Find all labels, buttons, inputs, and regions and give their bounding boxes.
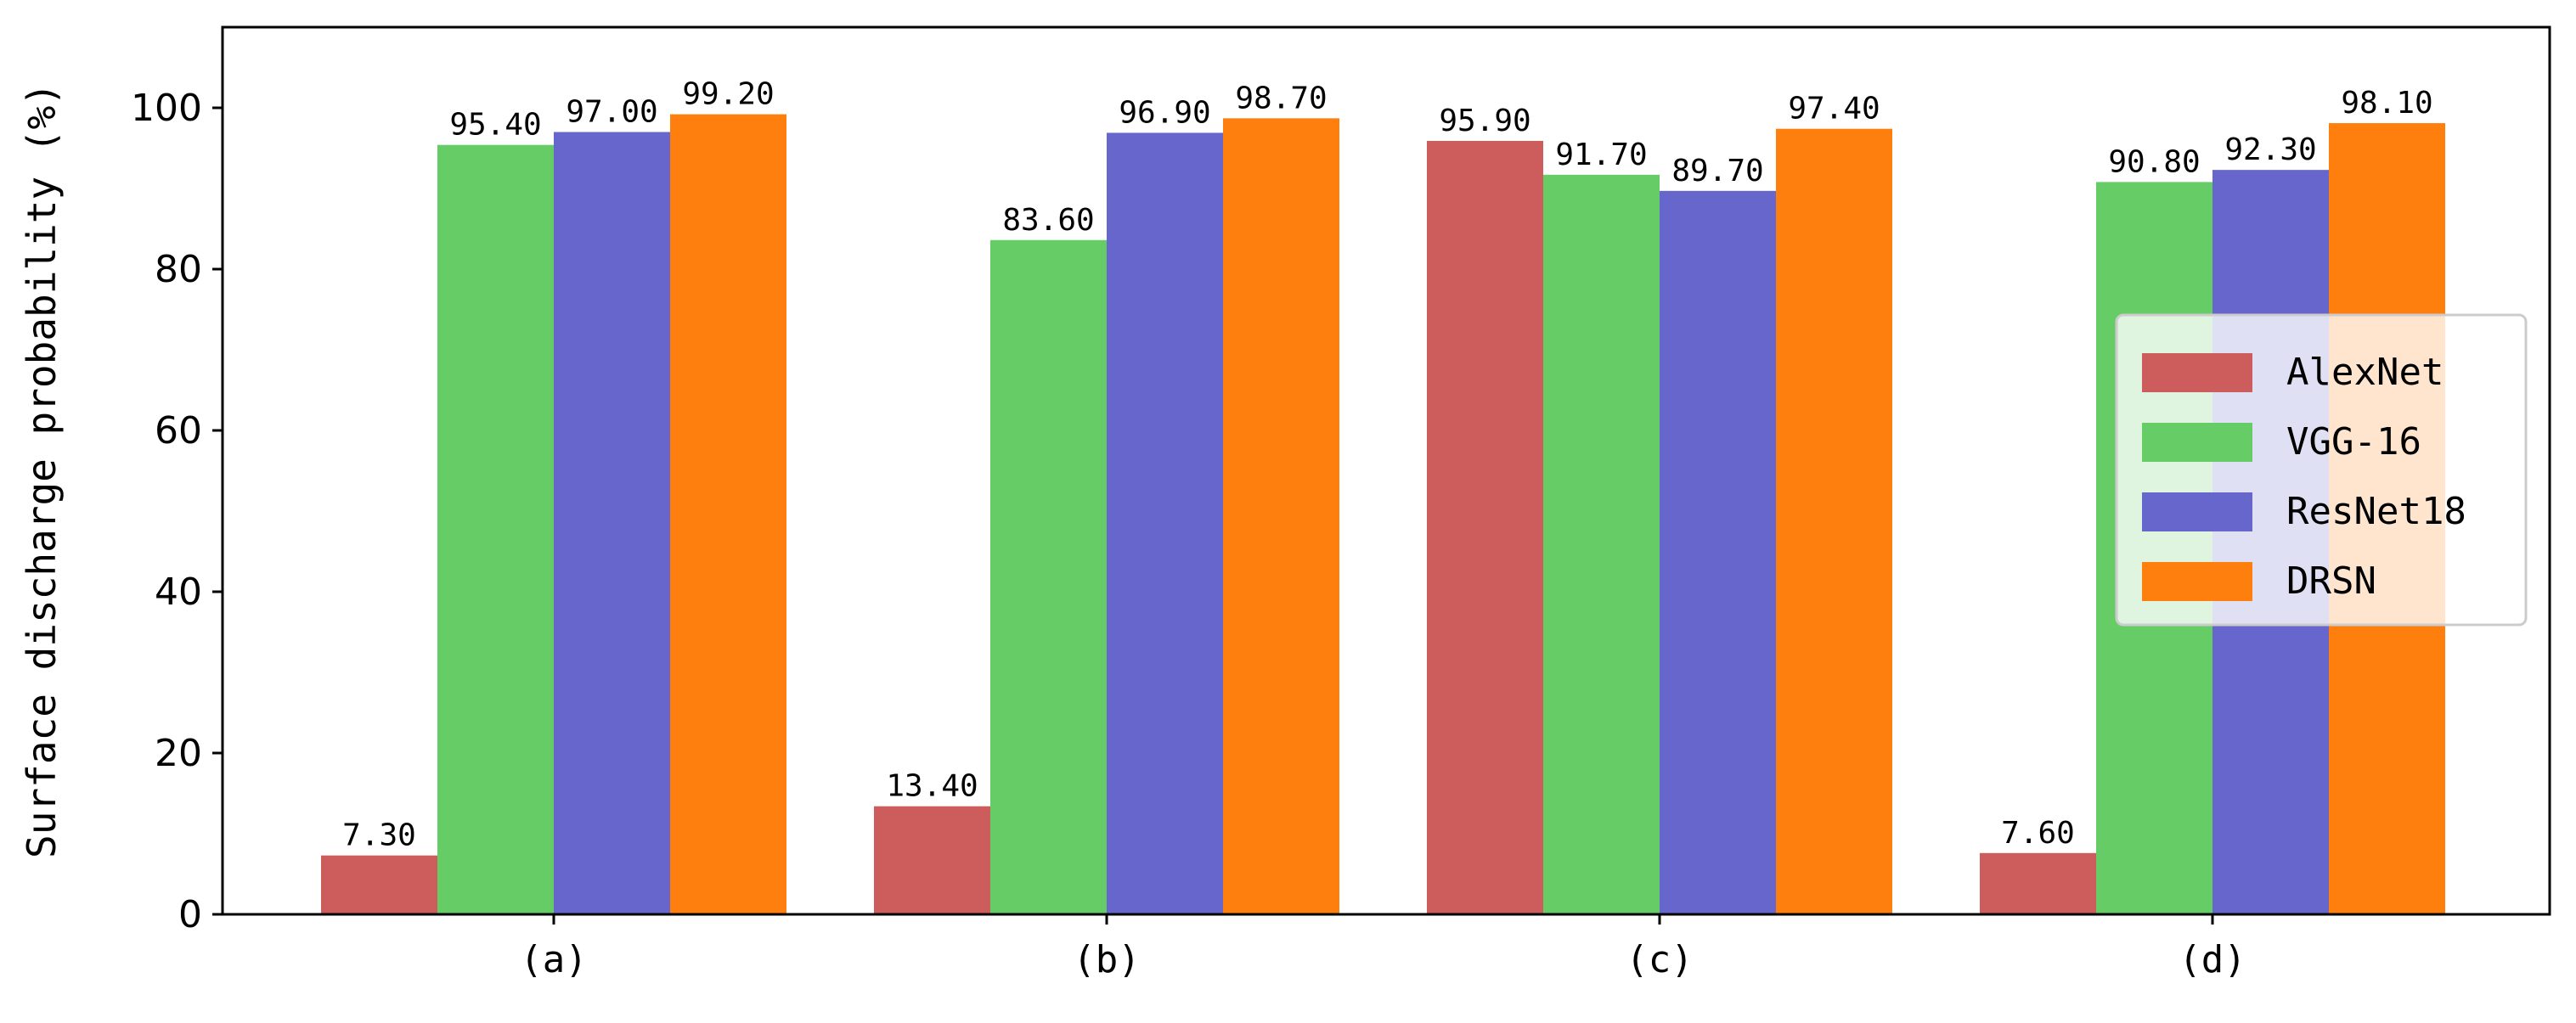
legend: AlexNet VGG-16 ResNet18 DRSN: [2115, 313, 2528, 627]
bar-alexnet-1: [874, 806, 990, 914]
data-label: 97.00: [566, 95, 657, 130]
bar-alexnet-2: [1427, 140, 1543, 914]
data-label: 91.70: [1555, 138, 1647, 172]
data-label: 99.20: [682, 77, 774, 112]
data-label: 97.40: [1788, 92, 1880, 126]
bar-drsn-0: [670, 114, 786, 915]
data-label: 7.60: [2001, 816, 2075, 851]
data-label: 89.70: [1671, 154, 1763, 188]
bar-vgg-16-2: [1543, 174, 1660, 915]
data-label: 90.80: [2108, 144, 2200, 179]
bar-resnet18-1: [1107, 132, 1223, 914]
data-label: 95.90: [1439, 104, 1530, 138]
legend-swatch: [2142, 353, 2252, 392]
bar-resnet18-0: [554, 132, 670, 914]
y-tick-label: 40: [155, 571, 202, 614]
legend-label: VGG-16: [2286, 420, 2421, 464]
data-label: 96.90: [1119, 95, 1210, 130]
bars-layer: [321, 114, 2445, 915]
bar-alexnet-0: [321, 855, 437, 914]
bar-drsn-1: [1223, 118, 1339, 915]
legend-box: [2115, 313, 2528, 627]
data-label: 95.40: [449, 108, 541, 143]
y-tick-label: 80: [155, 248, 202, 291]
y-tick-label: 60: [155, 409, 202, 452]
data-label: 7.30: [342, 818, 416, 853]
y-axis-label: Surface discharge probability (%): [19, 82, 65, 858]
x-tick-label: (d): [2179, 938, 2246, 981]
x-tick-label: (b): [1073, 938, 1140, 981]
data-label: 92.30: [2224, 132, 2316, 167]
bar-resnet18-2: [1660, 190, 1776, 915]
x-axis: (a) (b) (c) (d): [520, 914, 2246, 981]
plot-frame: [221, 25, 2551, 916]
bar-alexnet-3: [1980, 852, 2096, 914]
legend-label: AlexNet: [2286, 351, 2444, 394]
data-label: 98.10: [2341, 86, 2432, 121]
legend-label: DRSN: [2286, 559, 2376, 603]
y-tick-label: 20: [155, 732, 202, 775]
legend-label: ResNet18: [2286, 490, 2466, 533]
data-label: 83.60: [1002, 203, 1094, 238]
bar-drsn-2: [1776, 128, 1892, 914]
legend-swatch: [2142, 423, 2252, 462]
x-tick-label: (c): [1626, 938, 1693, 981]
y-axis: 0 20 40 60 80 100: [131, 87, 223, 936]
legend-swatch: [2142, 492, 2252, 531]
y-tick-label: 0: [178, 893, 202, 936]
data-labels-layer: 7.30 95.40 97.00 99.20 13.40 83.60 96.90 98.70 9…: [342, 77, 2433, 853]
legend-swatch: [2142, 562, 2252, 601]
bar-vgg-16-1: [990, 239, 1107, 914]
data-label: 98.70: [1235, 81, 1327, 115]
x-tick-label: (a): [520, 938, 587, 981]
data-label: 13.40: [886, 769, 978, 804]
bar-vgg-16-0: [437, 144, 554, 914]
y-tick-label: 100: [131, 87, 202, 130]
